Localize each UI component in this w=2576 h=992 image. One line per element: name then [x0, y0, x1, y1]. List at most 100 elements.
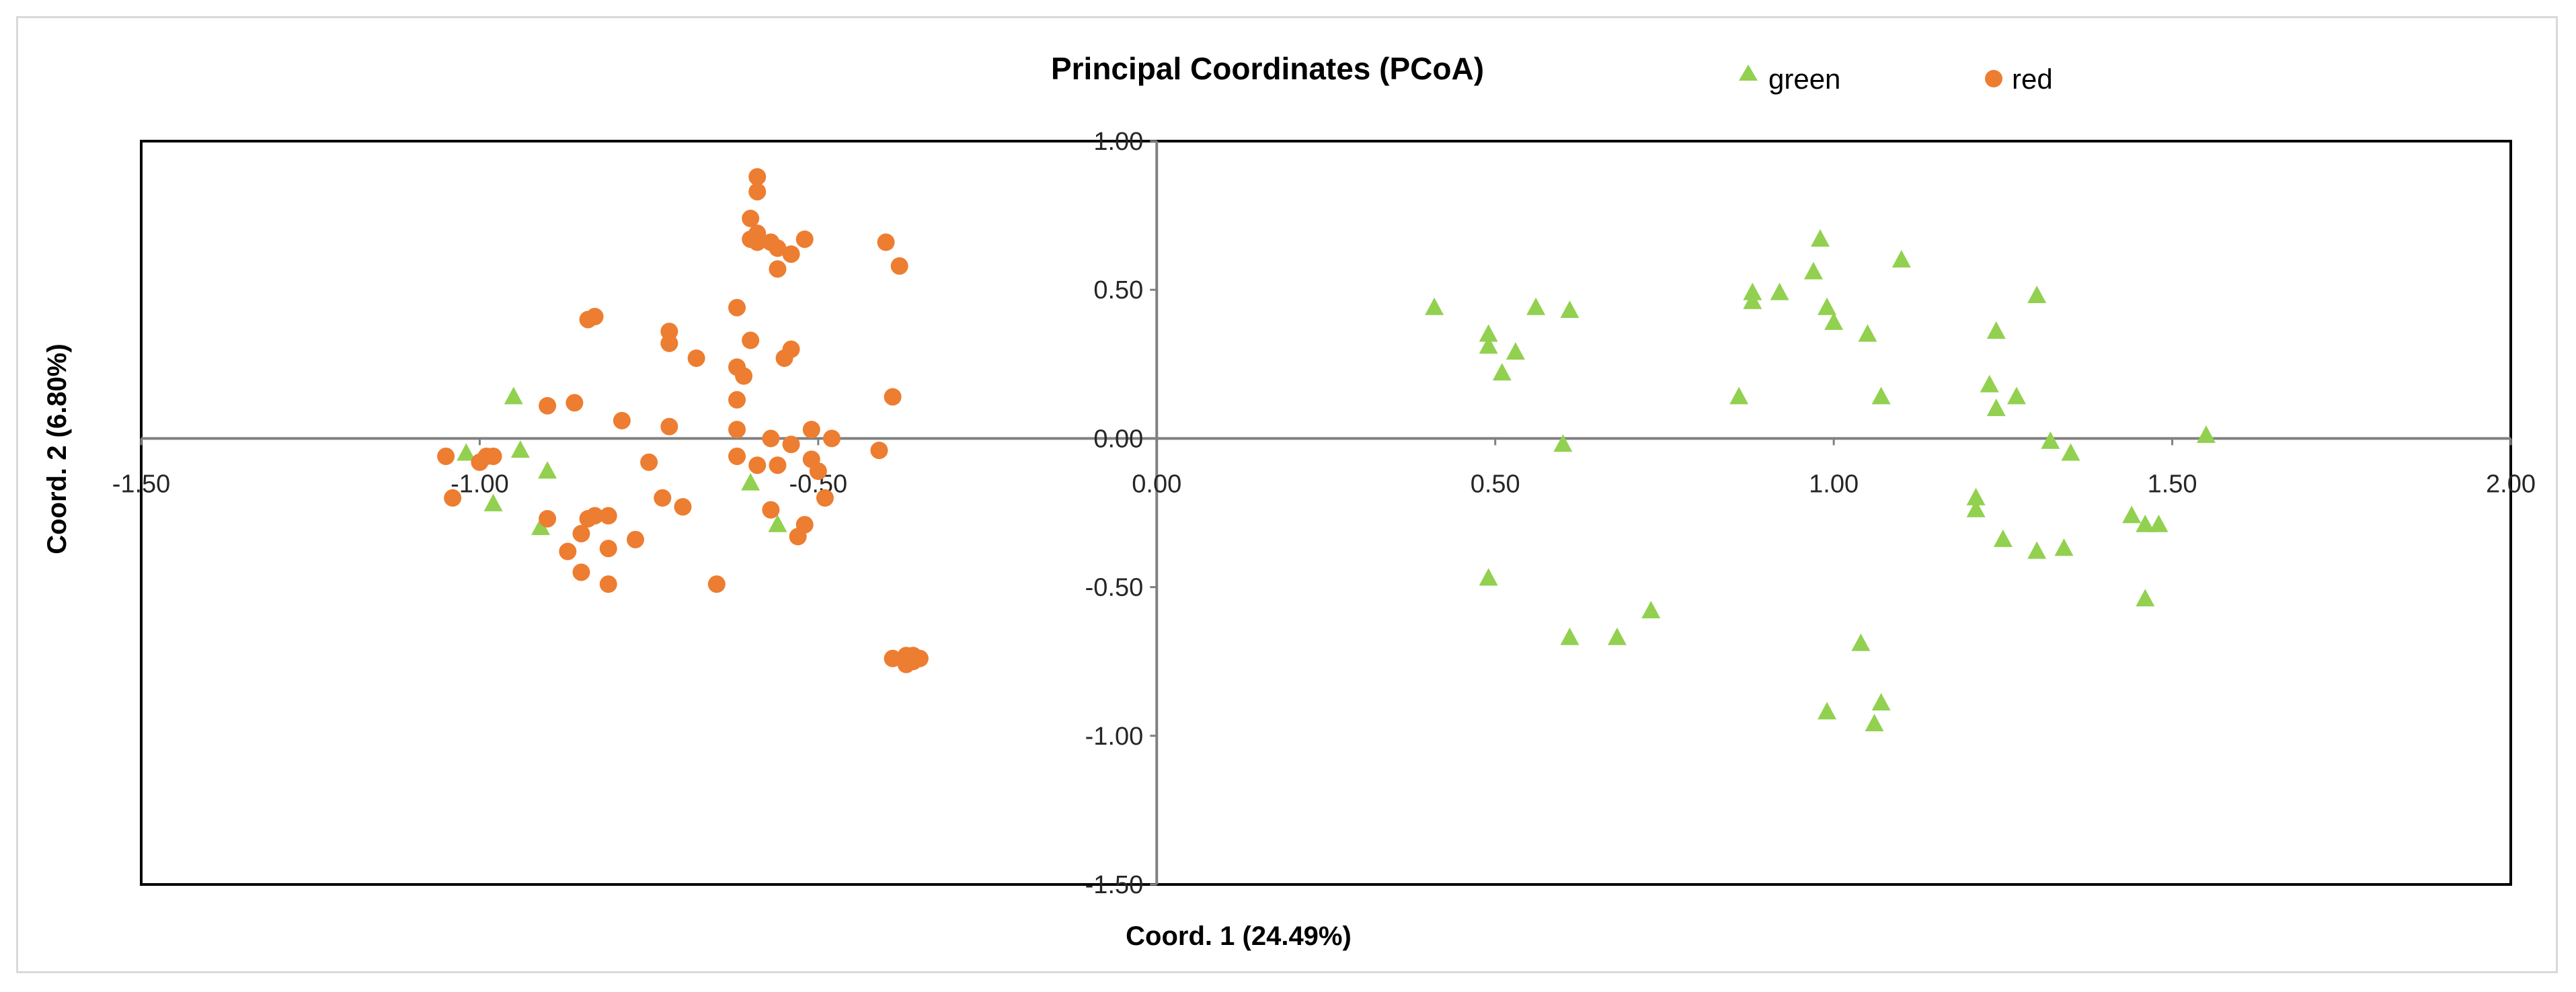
- red-point: [762, 501, 780, 519]
- y-tick-label: -1.50: [1085, 871, 1144, 899]
- green-point: [2196, 425, 2216, 443]
- red-point: [735, 367, 753, 385]
- red-point: [674, 498, 692, 516]
- green-point: [457, 443, 476, 461]
- red-point: [748, 183, 767, 201]
- red-point: [884, 388, 902, 406]
- red-point: [565, 394, 584, 412]
- green-point: [768, 514, 787, 532]
- red-point: [816, 489, 834, 507]
- green-point: [1425, 297, 1444, 315]
- legend-green-label: green: [1768, 63, 1840, 95]
- green-point: [2136, 589, 2155, 607]
- red-point: [572, 563, 590, 581]
- legend-red-marker: [1985, 70, 2002, 87]
- y-tick-label: 0.00: [1093, 425, 1143, 453]
- y-tick-label: -1.00: [1085, 722, 1144, 751]
- green-point: [1824, 312, 1844, 330]
- red-point: [782, 245, 800, 263]
- red-point: [877, 233, 895, 251]
- red-point: [802, 421, 820, 439]
- green-point: [1818, 297, 1837, 315]
- green-point: [1553, 434, 1573, 452]
- green-point: [531, 518, 551, 536]
- green-point: [1479, 568, 1498, 586]
- data-points: [437, 168, 2216, 732]
- green-point: [1980, 374, 1999, 392]
- green-point: [2027, 286, 2047, 304]
- red-point: [769, 456, 787, 474]
- red-point: [728, 421, 746, 439]
- red-point: [809, 462, 827, 481]
- red-point: [586, 308, 604, 326]
- green-point: [1729, 386, 1749, 405]
- green-point: [1743, 282, 1762, 300]
- red-point: [910, 649, 929, 667]
- y-tick-label: -0.50: [1085, 574, 1144, 602]
- red-point: [782, 340, 800, 358]
- green-point: [1858, 324, 1877, 342]
- green-point: [2027, 541, 2047, 559]
- red-point: [769, 239, 787, 257]
- red-point: [687, 349, 705, 367]
- red-point: [660, 334, 678, 352]
- red-point: [539, 509, 557, 528]
- green-point: [1526, 297, 1546, 315]
- red-point: [728, 298, 746, 317]
- green-point: [1871, 386, 1891, 405]
- x-tick-label: 1.00: [1809, 470, 1859, 498]
- green-point: [1966, 487, 1986, 505]
- green-point: [1803, 261, 1823, 280]
- x-tick-label: -1.50: [112, 470, 171, 498]
- legend-green-marker: [1739, 65, 1758, 81]
- green-point: [2122, 505, 2142, 524]
- green-point: [2006, 386, 2026, 405]
- red-point: [748, 456, 767, 474]
- red-point: [890, 257, 908, 275]
- legend: green red: [1739, 63, 2053, 95]
- green-point: [483, 493, 503, 511]
- green-point: [1986, 321, 2006, 339]
- green-point: [1993, 529, 2013, 547]
- red-point: [437, 447, 455, 465]
- x-tick-label: 0.00: [1132, 470, 1181, 498]
- green-point: [1492, 363, 1512, 381]
- plot-area: [140, 140, 2512, 886]
- red-point: [559, 542, 577, 561]
- green-point: [538, 461, 557, 479]
- green-point: [741, 472, 760, 491]
- green-point: [1871, 693, 1891, 711]
- legend-red-label: red: [2012, 63, 2053, 95]
- x-tick-label: 1.50: [2148, 470, 2197, 498]
- red-point: [599, 540, 617, 558]
- red-point: [769, 260, 787, 278]
- red-point: [742, 210, 760, 228]
- red-point: [586, 507, 604, 525]
- green-point: [1811, 229, 1830, 247]
- red-point: [654, 489, 672, 507]
- green-point: [1479, 336, 1498, 354]
- green-point: [2149, 514, 2169, 532]
- red-point: [539, 397, 557, 415]
- red-point: [748, 233, 767, 251]
- green-point: [1865, 714, 1884, 732]
- x-tick-labels: -1.50 -1.00 -0.50 0.00 0.50 1.00 1.50 2.00: [112, 438, 2536, 498]
- green-point: [1891, 249, 1911, 267]
- x-axis-title: Coord. 1 (24.49%): [1126, 921, 1352, 951]
- green-point: [2054, 538, 2074, 556]
- green-point: [1770, 282, 1789, 300]
- x-tick-label: 2.00: [2486, 470, 2536, 498]
- y-axis-title: Coord. 2 (6.80%): [42, 343, 72, 554]
- y-tick-label: 1.00: [1093, 128, 1143, 156]
- y-tick-label: 0.50: [1093, 276, 1143, 304]
- red-point: [484, 447, 502, 465]
- red-point: [444, 489, 462, 507]
- x-tick-label: -1.00: [451, 470, 509, 498]
- green-point: [1607, 627, 1627, 645]
- red-point: [572, 524, 590, 542]
- chart-title: Principal Coordinates (PCoA): [1051, 51, 1484, 86]
- red-point: [782, 436, 800, 454]
- red-point: [884, 649, 902, 667]
- red-point: [795, 515, 814, 534]
- green-point: [2041, 431, 2060, 449]
